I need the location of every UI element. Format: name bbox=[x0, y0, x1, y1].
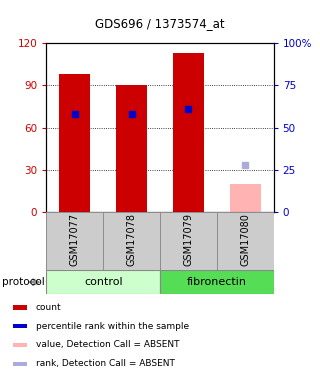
Bar bbox=[160, 270, 274, 294]
Text: value, Detection Call = ABSENT: value, Detection Call = ABSENT bbox=[36, 340, 179, 350]
Text: protocol: protocol bbox=[2, 277, 44, 287]
Text: GSM17079: GSM17079 bbox=[183, 213, 193, 266]
Text: GSM17077: GSM17077 bbox=[70, 213, 80, 266]
Bar bbox=[13, 362, 27, 366]
Bar bbox=[13, 324, 27, 328]
Text: fibronectin: fibronectin bbox=[187, 277, 247, 287]
Text: GSM17080: GSM17080 bbox=[240, 213, 250, 266]
Text: control: control bbox=[84, 277, 123, 287]
Text: rank, Detection Call = ABSENT: rank, Detection Call = ABSENT bbox=[36, 359, 174, 368]
Bar bbox=[160, 212, 217, 270]
Bar bbox=[46, 212, 103, 270]
Bar bbox=[103, 212, 160, 270]
Bar bbox=[13, 305, 27, 310]
Bar bbox=[229, 184, 261, 212]
Bar bbox=[46, 270, 160, 294]
Bar bbox=[13, 343, 27, 347]
Bar bbox=[116, 86, 147, 212]
Text: percentile rank within the sample: percentile rank within the sample bbox=[36, 322, 189, 331]
Bar bbox=[217, 212, 274, 270]
Text: GDS696 / 1373574_at: GDS696 / 1373574_at bbox=[95, 17, 225, 30]
Text: GSM17078: GSM17078 bbox=[127, 213, 137, 266]
Bar bbox=[59, 74, 91, 212]
Bar bbox=[173, 53, 204, 212]
Text: count: count bbox=[36, 303, 61, 312]
